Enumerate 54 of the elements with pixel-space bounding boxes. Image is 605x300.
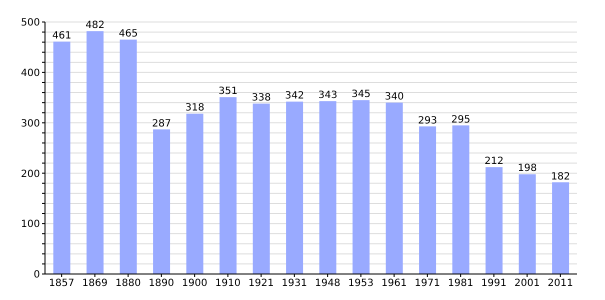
y-tick-label: 500 [20,18,40,29]
bar [518,174,536,274]
bar [352,100,370,274]
x-tick-label: 1981 [448,278,474,290]
bar [419,126,436,274]
data-label: 182 [551,171,570,182]
bar [252,104,270,274]
x-tick-label: 1857 [48,278,74,290]
data-label: 318 [185,102,204,114]
data-label: 198 [518,163,537,174]
x-tick-label: 1971 [414,278,440,290]
data-label: 212 [484,156,504,168]
data-label: 342 [285,90,304,102]
data-label: 351 [218,86,238,98]
data-label: 338 [252,92,271,104]
bar [220,97,237,274]
bar [120,40,137,274]
data-label: 461 [52,30,72,42]
bar [452,125,470,274]
x-tick-label: 1880 [115,278,141,290]
bar [286,102,304,274]
y-tick-label: 100 [20,219,40,230]
data-label: 295 [451,114,470,126]
x-tick-label: 1961 [381,278,407,290]
x-tick-label: 1948 [314,278,340,290]
bar [319,101,336,274]
data-label: 287 [152,118,172,130]
x-tick-label: 1953 [348,278,374,290]
data-label: 293 [418,115,438,126]
bar [486,167,503,274]
x-tick-label: 1900 [182,278,208,290]
y-tick-label: 400 [20,68,40,79]
data-label: 345 [352,89,371,100]
x-tick-label: 1869 [82,278,108,290]
x-tick-label: 2011 [548,278,574,290]
bar [53,42,70,274]
bar [552,182,570,274]
bar [186,114,204,274]
x-tick-label: 2001 [514,278,540,290]
x-tick-label: 1991 [481,278,507,290]
data-label: 343 [318,90,338,102]
x-tick-label: 1910 [215,278,241,290]
y-tick-label: 0 [34,270,40,281]
x-tick-label: 1931 [282,278,308,290]
bar [86,31,104,274]
data-label: 465 [118,28,138,40]
y-tick-label: 300 [20,118,40,130]
x-tick-label: 1890 [148,278,174,290]
data-label: 340 [384,92,404,103]
y-tick-label: 200 [20,168,40,180]
x-tick-label: 1921 [248,278,274,290]
bar [386,102,403,274]
bar [153,129,170,274]
data-label: 482 [86,20,105,32]
